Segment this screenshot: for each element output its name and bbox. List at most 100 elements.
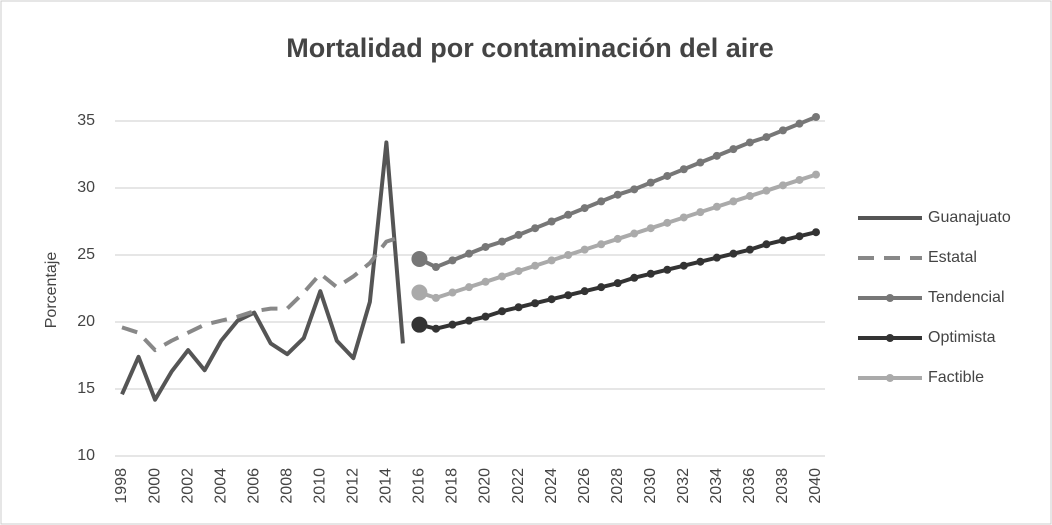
x-tick-label: 2018: [444, 468, 461, 504]
series-marker: [613, 234, 622, 243]
series-marker: [696, 208, 705, 217]
series-marker: [812, 170, 820, 179]
legend-marker: [886, 294, 894, 302]
x-tick-label: 2038: [774, 468, 791, 504]
series-marker: [795, 119, 804, 128]
series-marker: [663, 265, 672, 274]
series-marker: [613, 279, 622, 288]
series-marker: [514, 303, 523, 312]
legend-label: Estatal: [928, 249, 977, 266]
series-marker: [531, 299, 540, 308]
series-marker: [679, 213, 688, 222]
series-marker: [448, 320, 457, 329]
x-tick-label: 2026: [576, 468, 593, 504]
x-tick-label: 2036: [741, 468, 758, 504]
x-tick-label: 2010: [312, 468, 329, 504]
series-marker: [431, 263, 440, 272]
x-tick-label: 2034: [708, 468, 725, 504]
series-marker: [712, 151, 721, 160]
series-marker: [411, 316, 428, 333]
legend-label: Factible: [928, 369, 984, 386]
series-marker: [762, 186, 771, 195]
series-marker: [729, 197, 738, 206]
x-tick-label: 2022: [510, 468, 527, 504]
x-tick-label: 2032: [675, 468, 692, 504]
x-tick-label: 2030: [642, 468, 659, 504]
x-tick-label: 2014: [378, 468, 395, 504]
series-marker: [448, 256, 457, 265]
x-tick-label: 2012: [345, 468, 362, 504]
series-marker: [795, 175, 804, 184]
series-marker: [646, 178, 655, 187]
series-line: [120, 140, 405, 402]
x-tick-label: 2040: [807, 468, 824, 504]
series-marker: [812, 228, 820, 237]
series-marker: [696, 158, 705, 167]
series-marker: [613, 190, 622, 199]
series-marker: [729, 145, 738, 154]
series-marker: [762, 133, 771, 142]
series-marker: [630, 229, 639, 238]
series-marker: [531, 261, 540, 270]
series-marker: [481, 277, 490, 286]
series-marker: [514, 267, 523, 276]
series-marker: [597, 240, 606, 249]
series-marker: [448, 288, 457, 297]
series-marker: [762, 240, 771, 249]
legend-label: Guanajuato: [928, 209, 1011, 226]
x-tick-label: 2000: [146, 468, 163, 504]
y-axis-label: Porcentaje: [43, 252, 60, 329]
series-marker: [630, 273, 639, 282]
legend-label: Optimista: [928, 329, 996, 346]
series-marker: [580, 287, 589, 296]
series-marker: [745, 245, 754, 254]
series-marker: [498, 272, 507, 281]
series-marker: [547, 295, 556, 304]
y-tick-label: 25: [77, 246, 95, 263]
series-marker: [630, 185, 639, 194]
x-tick-label: 2028: [609, 468, 626, 504]
series-marker: [411, 251, 428, 268]
chart-title: Mortalidad por contaminación del aire: [286, 33, 774, 63]
series-marker: [564, 251, 573, 259]
series-marker: [580, 245, 589, 254]
y-tick-label: 15: [77, 380, 95, 397]
x-tick-label: 2024: [543, 468, 560, 504]
series-marker: [646, 269, 655, 278]
x-tick-label: 2006: [245, 468, 262, 504]
series-marker: [411, 284, 428, 301]
series-marker: [431, 293, 440, 302]
legend-marker: [886, 374, 894, 382]
y-tick-label: 20: [77, 313, 95, 330]
series-marker: [597, 197, 606, 206]
series-marker: [431, 324, 440, 333]
series-marker: [481, 242, 490, 251]
y-tick-label: 10: [77, 447, 95, 464]
series-marker: [547, 256, 556, 265]
x-tick-label: 2004: [212, 468, 229, 504]
series-marker: [745, 138, 754, 147]
x-tick-label: 2016: [411, 468, 428, 504]
series-marker: [481, 312, 490, 321]
series-marker: [564, 291, 573, 300]
legend-label: Tendencial: [928, 289, 1005, 306]
y-tick-label: 30: [77, 179, 95, 196]
series-marker: [778, 126, 787, 135]
series-marker: [745, 192, 754, 201]
series-marker: [712, 253, 721, 262]
x-tick-label: 1998: [113, 468, 130, 504]
series-marker: [580, 204, 589, 213]
legend-marker: [886, 334, 894, 342]
series-marker: [795, 232, 804, 241]
x-tick-label: 2002: [179, 468, 196, 504]
series-marker: [465, 249, 473, 258]
series-marker: [663, 218, 672, 227]
x-tick-label: 2020: [477, 468, 494, 504]
series-marker: [679, 165, 688, 174]
series-marker: [712, 202, 721, 211]
series-marker: [564, 210, 573, 219]
series-marker: [646, 224, 655, 233]
y-tick-label: 35: [77, 112, 95, 129]
